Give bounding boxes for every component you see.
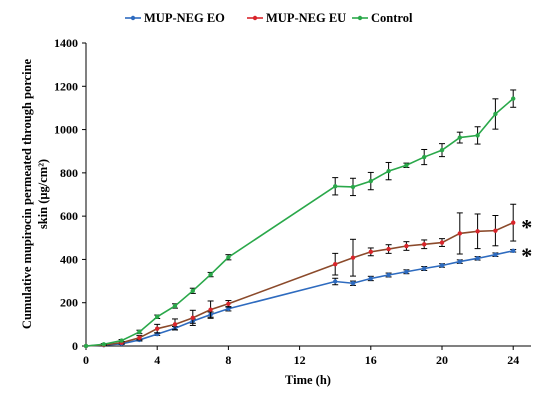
- data-point: [172, 322, 178, 327]
- data-point: [439, 240, 445, 245]
- data-point: [404, 269, 409, 274]
- y-tick-label: 400: [60, 252, 78, 266]
- data-point: [137, 335, 142, 340]
- y-tick-label: 200: [60, 296, 78, 310]
- data-point: [386, 272, 391, 278]
- y-tick-label: 1400: [54, 36, 78, 50]
- x-tick-label: 0: [83, 353, 89, 367]
- legend: MUP-NEG EO MUP-NEG EU Control: [125, 11, 413, 25]
- y-tick-label: 800: [60, 166, 78, 180]
- data-point: [226, 301, 231, 306]
- y-axis-label-line2: skin (μg/cm²): [36, 159, 50, 229]
- data-point: [119, 338, 124, 343]
- legend-label: Control: [371, 11, 413, 25]
- data-point: [439, 263, 445, 268]
- data-point: [404, 243, 409, 249]
- y-tick-label: 1000: [54, 123, 78, 137]
- data-point: [83, 343, 89, 349]
- significance-star: *: [521, 243, 532, 268]
- legend-swatch-marker: [252, 15, 258, 21]
- data-point: [457, 135, 462, 140]
- legend-label: MUP-NEG EU: [266, 11, 346, 25]
- data-point: [368, 276, 373, 281]
- y-axis-label: Cumulative mupirocin permeated through p…: [20, 58, 50, 329]
- x-tick-label: 20: [436, 353, 448, 367]
- series-line: [85, 249, 514, 347]
- data-point: [422, 154, 427, 160]
- x-axis-label: Time (h): [285, 373, 331, 387]
- data-point: [422, 266, 427, 271]
- axes: [85, 43, 531, 347]
- data-point: [226, 255, 231, 260]
- data-point: [155, 326, 160, 331]
- series-mup-neg-eu: [83, 203, 517, 349]
- data-point: [422, 242, 427, 247]
- data-point: [493, 111, 498, 117]
- x-tick-label: 12: [294, 353, 306, 367]
- legend-swatch-marker: [357, 15, 363, 21]
- data-point: [493, 228, 498, 233]
- data-point: [386, 246, 391, 252]
- data-point: [493, 252, 498, 257]
- data-point: [350, 281, 356, 286]
- data-point: [208, 272, 213, 277]
- series-line: [85, 221, 514, 347]
- x-tick-label: 4: [154, 353, 160, 367]
- series-layer: **: [83, 89, 532, 349]
- data-point: [101, 342, 107, 347]
- y-axis-label-line1: Cumulative mupirocin permeated through p…: [20, 58, 34, 329]
- data-point: [333, 279, 338, 284]
- data-point: [226, 306, 231, 311]
- x-tick-label: 24: [507, 353, 519, 367]
- series-control: [83, 89, 517, 349]
- data-point: [333, 184, 338, 189]
- y-tick-label: 1200: [54, 79, 78, 93]
- data-point: [350, 184, 356, 190]
- data-point: [208, 307, 213, 312]
- data-point: [190, 288, 195, 294]
- data-point: [137, 329, 142, 335]
- data-point: [511, 248, 516, 253]
- data-point: [350, 255, 356, 260]
- data-point: [439, 147, 445, 153]
- data-point: [457, 231, 462, 236]
- x-tick-label: 16: [365, 353, 377, 367]
- data-point: [511, 96, 516, 101]
- data-point: [457, 259, 462, 264]
- series-line: [85, 98, 514, 347]
- x-tick-label: 8: [225, 353, 231, 367]
- data-point: [333, 261, 338, 267]
- data-point: [386, 168, 391, 174]
- ticks: 0 4 8 12 16 20 24 0 200 400 600 800 1000 1200 1400: [54, 36, 519, 367]
- data-point: [511, 220, 516, 225]
- data-point: [172, 303, 178, 309]
- data-point: [190, 315, 195, 321]
- data-point: [368, 178, 373, 184]
- data-point: [475, 256, 480, 261]
- data-point: [475, 133, 480, 138]
- data-point: [368, 249, 373, 255]
- y-tick-label: 600: [60, 209, 78, 223]
- legend-swatch-marker: [130, 15, 136, 21]
- y-tick-label: 0: [72, 339, 78, 353]
- data-point: [155, 314, 160, 319]
- legend-label: MUP-NEG EO: [144, 11, 225, 25]
- data-point: [475, 229, 480, 234]
- significance-star: *: [521, 215, 532, 240]
- data-point: [404, 163, 409, 168]
